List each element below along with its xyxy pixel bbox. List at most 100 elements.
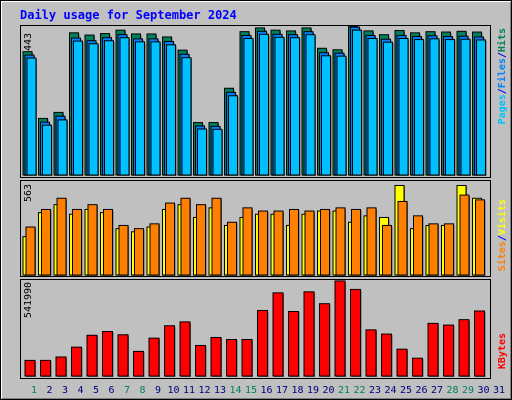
kbytes-bar-day-2 [40, 359, 51, 377]
sites-bar-day-3 [56, 197, 67, 276]
x-tick-label-4: 4 [77, 385, 83, 396]
x-tick-label-11: 11 [183, 385, 195, 396]
legend-visits: Visits [496, 199, 508, 235]
x-tick-label-21: 21 [338, 385, 350, 396]
pages-bar-day-8 [135, 41, 145, 176]
pages-bar-day-22 [352, 29, 362, 176]
x-tick-label-1: 1 [31, 385, 37, 396]
x-tick-label-7: 7 [124, 385, 130, 396]
kbytes-bar-day-9 [148, 337, 160, 377]
kbytes-bar-day-10 [164, 325, 175, 377]
x-tick-label-24: 24 [384, 385, 396, 396]
pages-bar-day-30 [476, 39, 486, 176]
kbytes-bar-day-22 [350, 288, 361, 377]
sites-bar-day-17 [273, 210, 284, 276]
legend-sites: Sites [496, 241, 508, 271]
kbytes-y-max-label: 541990 [23, 282, 34, 318]
sites-bar-day-2 [41, 208, 51, 276]
sites-bar-day-7 [118, 224, 129, 276]
pages-bar-day-11 [181, 57, 192, 176]
kbytes-bar-day-4 [71, 346, 82, 377]
legend-hits: Hits [496, 28, 508, 52]
kbytes-bar-day-5 [86, 334, 98, 377]
sites-bar-day-23 [366, 207, 377, 276]
kbytes-bar-day-1 [24, 359, 36, 377]
sites-bar-day-13 [211, 197, 222, 276]
chart-title: Daily usage for September 2024 [20, 8, 237, 22]
pages-bar-day-17 [274, 36, 285, 176]
sites-bar-day-30 [475, 199, 485, 276]
sites-bar-day-28 [444, 223, 454, 276]
pages-bar-day-18 [290, 37, 300, 176]
x-tick-label-20: 20 [322, 385, 334, 396]
sites-bar-day-19 [304, 210, 315, 276]
legend-pages: Pages [497, 94, 508, 124]
pages-bar-day-16 [259, 33, 269, 176]
visits-legend: Sites/Visits [496, 199, 508, 271]
kbytes-bar-day-3 [55, 356, 67, 377]
pages-bar-day-26 [414, 39, 424, 176]
x-tick-label-3: 3 [62, 385, 68, 396]
pages-bar-day-24 [383, 41, 393, 176]
x-tick-label-16: 16 [260, 385, 272, 396]
sites-bar-day-12 [196, 204, 206, 276]
sites-bar-day-21 [335, 207, 346, 276]
sites-bar-day-10 [165, 202, 175, 276]
kbytes-bar-day-8 [133, 350, 144, 377]
x-tick-label-31: 31 [493, 385, 505, 396]
pages-bar-day-20 [321, 55, 331, 176]
pages-bar-day-9 [150, 41, 161, 176]
kbytes-bar-day-7 [117, 334, 129, 377]
x-tick-label-29: 29 [462, 385, 474, 396]
x-tick-label-26: 26 [415, 385, 427, 396]
kbytes-bar-day-17 [272, 292, 284, 377]
legend-separator: / [497, 52, 508, 58]
kbytes-bar-day-23 [365, 329, 377, 377]
x-tick-label-18: 18 [291, 385, 303, 396]
kbytes-bar-day-24 [381, 333, 392, 377]
sites-bar-day-1 [25, 226, 36, 276]
pages-bar-day-14 [228, 95, 238, 176]
pages-bar-day-15 [243, 37, 254, 176]
kbytes-bar-day-13 [210, 336, 222, 377]
kbytes-legend: KBytes [497, 333, 508, 369]
pages-bar-day-27 [429, 38, 440, 176]
hits-legend: Pages/Files/Hits [496, 28, 508, 124]
sites-bar-day-25 [397, 200, 408, 276]
pages-bar-day-21 [336, 55, 347, 176]
sites-bar-day-29 [459, 194, 470, 276]
x-tick-label-2: 2 [46, 385, 52, 396]
sites-bar-day-16 [258, 210, 268, 276]
kbytes-bar-day-11 [179, 321, 191, 377]
kbytes-bar-day-26 [412, 357, 423, 377]
kbytes-bar-day-28 [443, 324, 454, 377]
pages-bar-day-28 [445, 39, 455, 176]
x-tick-label-13: 13 [214, 385, 226, 396]
x-tick-label-19: 19 [307, 385, 319, 396]
x-tick-label-6: 6 [108, 385, 114, 396]
sites-bar-day-4 [72, 208, 82, 276]
x-tick-label-12: 12 [198, 385, 210, 396]
x-tick-label-8: 8 [139, 385, 145, 396]
sites-bar-day-22 [351, 208, 361, 276]
sites-bar-day-5 [87, 204, 98, 276]
kbytes-bar-day-14 [226, 339, 237, 377]
legend-files: Files [496, 58, 508, 88]
x-tick-label-15: 15 [245, 385, 257, 396]
kbytes-bar-day-29 [458, 319, 470, 377]
pages-bar-day-4 [73, 40, 83, 176]
x-tick-label-30: 30 [477, 385, 489, 396]
kbytes-bar-day-21 [334, 280, 346, 377]
sites-bar-day-24 [382, 224, 392, 276]
sites-bar-day-26 [413, 215, 423, 276]
sites-bar-day-20 [320, 208, 330, 276]
x-tick-label-23: 23 [369, 385, 381, 396]
x-tick-label-10: 10 [167, 385, 179, 396]
pages-bar-day-6 [104, 40, 114, 176]
kbytes-bar-day-25 [396, 348, 408, 377]
pages-bar-day-13 [212, 128, 223, 176]
pages-bar-day-19 [305, 34, 316, 176]
